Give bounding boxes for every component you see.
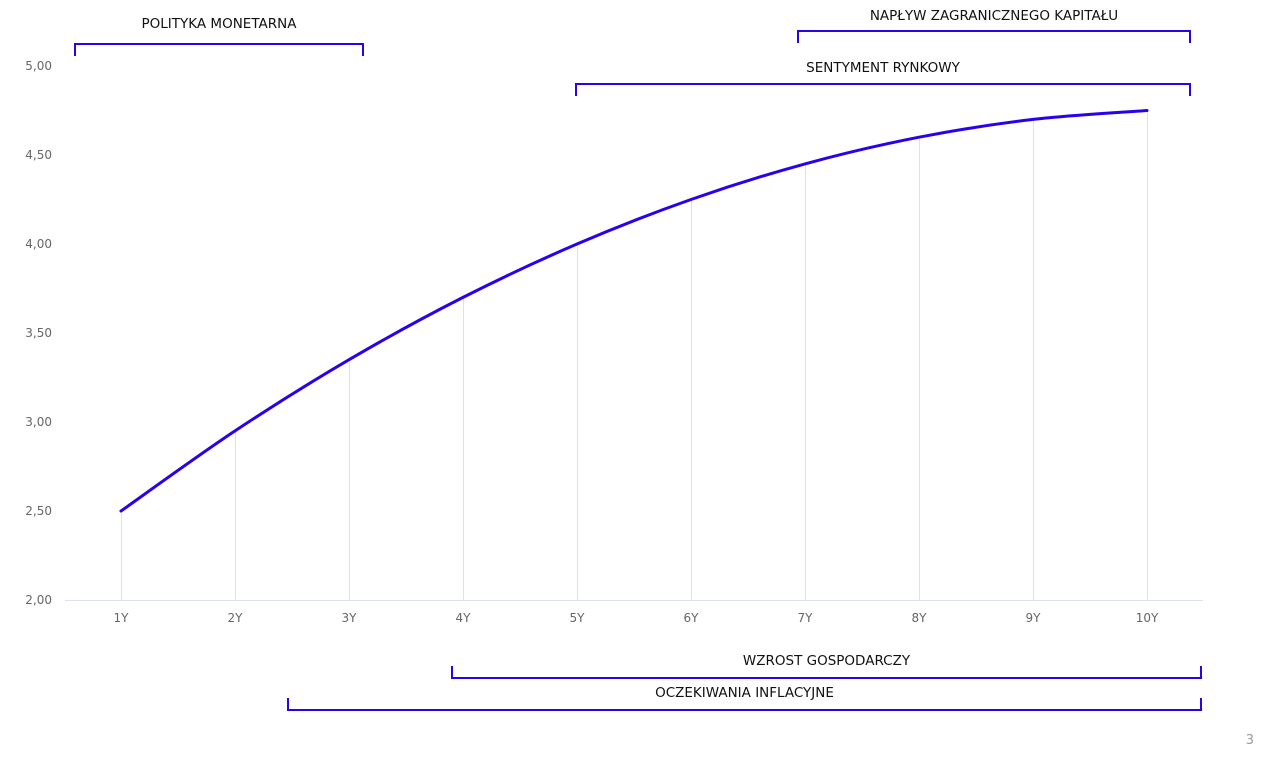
annotation-bracket: OCZEKIWANIA INFLACYJNE (287, 685, 1202, 711)
bracket-line (451, 666, 1202, 679)
x-tick-label: 1Y (114, 611, 130, 625)
annotation-label: NAPŁYW ZAGRANICZNEGO KAPITAŁU (870, 8, 1118, 24)
x-tick-label: 4Y (456, 611, 472, 625)
x-tick-label: 8Y (912, 611, 928, 625)
y-tick-label: 2,50 (25, 504, 52, 518)
bracket-line (287, 698, 1202, 711)
y-tick-label: 3,50 (25, 326, 52, 340)
x-tick-label: 6Y (684, 611, 700, 625)
x-tick-label: 9Y (1026, 611, 1042, 625)
annotation-label: SENTYMENT RYNKOWY (806, 60, 960, 76)
bracket-line (575, 83, 1191, 96)
annotation-bracket: POLITYKA MONETARNA (74, 16, 364, 56)
annotation-bracket: NAPŁYW ZAGRANICZNEGO KAPITAŁU (797, 8, 1191, 43)
x-tick-label: 5Y (570, 611, 586, 625)
annotation-bracket: WZROST GOSPODARCZY (451, 653, 1202, 679)
bracket-line (74, 43, 364, 56)
annotation-bracket: SENTYMENT RYNKOWY (575, 60, 1191, 96)
y-tick-label: 4,00 (25, 237, 52, 251)
y-axis: 2,00 2,50 3,00 3,50 4,00 4,50 5,00 (25, 59, 52, 607)
y-tick-label: 4,50 (25, 148, 52, 162)
y-tick-label: 5,00 (25, 59, 52, 73)
annotation-label: WZROST GOSPODARCZY (743, 653, 911, 669)
drop-lines (121, 110, 1148, 600)
y-tick-label: 3,00 (25, 415, 52, 429)
annotation-label: OCZEKIWANIA INFLACYJNE (655, 685, 834, 701)
page-number: 3 (1246, 733, 1254, 748)
x-tick-label: 3Y (342, 611, 358, 625)
x-tick-label: 2Y (228, 611, 244, 625)
x-tick-label: 10Y (1136, 611, 1159, 625)
bracket-line (797, 30, 1191, 43)
x-tick-label: 7Y (798, 611, 814, 625)
x-axis: 1Y 2Y 3Y 4Y 5Y 6Y 7Y 8Y 9Y 10Y (114, 611, 1159, 625)
series-line (119, 109, 1149, 513)
annotations: POLITYKA MONETARNA NAPŁYW ZAGRANICZNEGO K… (74, 8, 1202, 711)
y-tick-label: 2,00 (25, 593, 52, 607)
annotation-label: POLITYKA MONETARNA (142, 16, 298, 32)
